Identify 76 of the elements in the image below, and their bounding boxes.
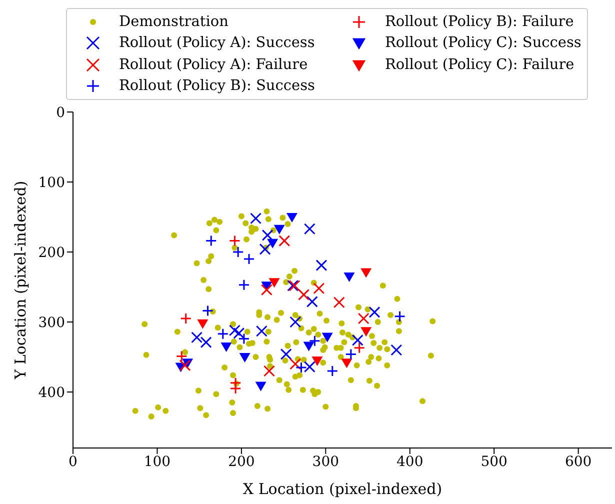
point: [344, 272, 355, 282]
legend-label: Rollout (Policy C): Success: [384, 35, 582, 52]
point: [326, 365, 338, 377]
point: [243, 253, 255, 265]
point: [232, 246, 244, 258]
point: [313, 282, 325, 294]
point: [290, 316, 302, 328]
point: [268, 278, 280, 288]
point: [304, 361, 316, 373]
point: [286, 213, 298, 222]
y-tick-label: 300: [38, 314, 65, 331]
y-tick-label: 200: [38, 244, 65, 261]
point: [263, 365, 275, 377]
legend-label: Demonstration: [119, 14, 228, 30]
point: [220, 342, 232, 352]
point: [238, 333, 250, 345]
point: [233, 327, 245, 339]
legend-label: Rollout (Policy A): Failure: [119, 56, 308, 73]
point: [390, 344, 402, 356]
point: [180, 312, 192, 324]
point: [368, 306, 380, 318]
point: [205, 235, 217, 247]
point: [333, 296, 345, 308]
legend-label: Rollout (Policy A): Success: [119, 35, 315, 52]
point: [298, 288, 310, 300]
y-tick-label: 400: [38, 384, 65, 401]
point: [308, 335, 320, 347]
point: [200, 336, 212, 348]
x-tick-label: 600: [564, 454, 592, 470]
point: [316, 260, 328, 272]
point: [217, 328, 229, 340]
point: [304, 223, 316, 235]
point: [312, 356, 323, 366]
point: [354, 342, 366, 354]
point: [345, 348, 357, 360]
legend-label: Rollout (Policy C): Failure: [384, 56, 574, 73]
point: [256, 325, 268, 337]
point: [267, 238, 278, 248]
point: [260, 284, 272, 296]
point: [255, 382, 266, 392]
x-tick-label: 300: [312, 454, 340, 470]
legend-label: Rollout (Policy B): Failure: [384, 14, 574, 30]
x-tick-label: 400: [396, 454, 424, 470]
point: [394, 310, 406, 322]
point: [228, 324, 240, 336]
point: [230, 382, 242, 394]
x-tick-label: 100: [144, 454, 171, 470]
point: [341, 358, 352, 368]
y-axis-title: Y Location (pixel-indexed): [11, 180, 30, 380]
x-axis-title: X Location (pixel-indexed): [242, 480, 442, 498]
point: [322, 332, 333, 342]
point: [360, 327, 372, 337]
point: [360, 268, 372, 278]
point: [262, 229, 274, 241]
point: [280, 348, 292, 360]
point: [352, 334, 364, 346]
point: [290, 358, 302, 370]
point: [250, 212, 262, 224]
y-tick-label: 0: [56, 104, 65, 121]
point: [295, 362, 307, 374]
point: [197, 319, 208, 329]
point: [228, 235, 240, 247]
point: [358, 312, 370, 324]
point: [259, 243, 271, 255]
x-tick-label: 200: [228, 454, 255, 470]
x-tick-label: 500: [480, 454, 508, 470]
point: [278, 235, 290, 247]
x-tick-label: 0: [68, 454, 78, 470]
legend-label: Rollout (Policy B): Success: [119, 78, 315, 94]
point: [238, 279, 250, 291]
point: [303, 342, 314, 352]
point: [239, 353, 250, 362]
point: [191, 332, 203, 344]
point: [274, 224, 285, 234]
y-tick-label: 100: [38, 174, 65, 191]
point: [306, 296, 318, 308]
